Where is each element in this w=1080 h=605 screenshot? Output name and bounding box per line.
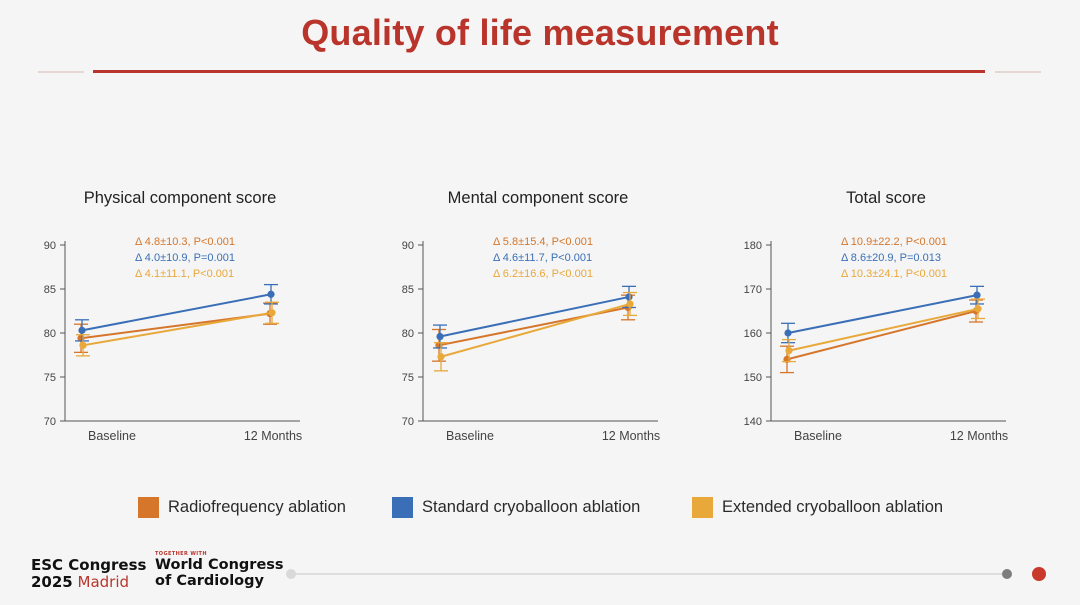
progress-dot — [1002, 569, 1012, 579]
x-tick-label: 12 Months — [244, 429, 302, 443]
y-tick-label: 80 — [402, 328, 414, 340]
data-point — [267, 290, 275, 298]
title-rule — [93, 70, 985, 73]
series-line — [81, 293, 272, 332]
esc-line1: ESC Congress — [31, 556, 147, 574]
chart-physical: Physical component score 70 75 80 85 90 Baseli… — [30, 180, 330, 450]
x-tick-label: Baseline — [88, 429, 136, 443]
legend-swatch-radiofrequency — [138, 497, 159, 518]
esc-year: 2025 — [31, 573, 73, 591]
y-tick-label: 75 — [44, 372, 56, 384]
data-point — [436, 332, 444, 341]
chart-mental: Mental component score 70 75 80 85 90 Baseline… — [388, 180, 688, 450]
y-tick-label: 150 — [744, 372, 762, 384]
y-tick-label: 90 — [44, 240, 56, 252]
series-line — [439, 295, 630, 338]
x-tick-label: Baseline — [446, 429, 494, 443]
legend-item-radiofrequency: Radiofrequency ablation — [138, 497, 346, 518]
x-tick-label: 12 Months — [950, 429, 1008, 443]
chart-title: Mental component score — [448, 189, 629, 207]
title-rule-right — [995, 71, 1041, 73]
data-point — [78, 326, 86, 334]
legend-label: Radiofrequency ablation — [168, 498, 346, 516]
x-tick-label: Baseline — [794, 429, 842, 443]
legend-item-extended-cryo: Extended cryoballoon ablation — [692, 497, 943, 518]
wcc-line2: of Cardiology — [155, 573, 264, 589]
data-point — [626, 300, 634, 308]
series-line — [786, 310, 977, 361]
y-tick-label: 70 — [402, 416, 414, 428]
series-line — [440, 302, 631, 358]
y-tick-label: 140 — [744, 416, 762, 428]
data-point — [973, 291, 981, 299]
data-point — [784, 329, 792, 337]
data-point — [79, 341, 87, 349]
y-tick-label: 80 — [44, 328, 56, 340]
wcc-logo: TOGETHER WITH World Congress of Cardiolo… — [155, 551, 284, 589]
progress-current-dot — [1032, 567, 1046, 581]
delta-annotation: Δ 10.3±24.1, P<0.001 — [841, 268, 947, 280]
series-line — [787, 294, 978, 334]
chart-total-svg: Total score 140 150 160 170 180 Baseline 12 Mon… — [744, 189, 1009, 443]
chart-title: Total score — [846, 189, 926, 207]
wcc-line1: World Congress — [155, 557, 284, 573]
delta-annotation: Δ 4.6±11.7, P<0.001 — [493, 252, 592, 264]
esc-city: Madrid — [77, 573, 130, 591]
slide-progress-track — [291, 573, 1006, 575]
delta-annotation: Δ 4.0±10.9, P=0.001 — [135, 252, 235, 264]
y-tick-label: 85 — [402, 284, 414, 296]
chart-mental-svg: Mental component score 70 75 80 85 90 Baseline… — [402, 189, 660, 443]
chart-physical-svg: Physical component score 70 75 80 85 90 Baseli… — [44, 189, 302, 443]
y-tick-label: 70 — [44, 416, 56, 428]
delta-annotation: Δ 6.2±16.6, P<0.001 — [493, 268, 593, 280]
series-line — [788, 307, 979, 352]
data-point — [974, 305, 982, 313]
legend-item-standard-cryo: Standard cryoballoon ablation — [392, 497, 640, 518]
y-tick-label: 90 — [402, 240, 414, 252]
y-tick-label: 180 — [744, 240, 762, 252]
delta-annotation: Δ 4.1±11.1, P<0.001 — [135, 268, 234, 280]
slide-title: Quality of life measurement — [301, 12, 779, 53]
chart-total: Total score 140 150 160 170 180 Baseline 12 Mon… — [736, 180, 1036, 450]
data-point — [437, 353, 445, 361]
y-tick-label: 75 — [402, 372, 414, 384]
legend-swatch-extended-cryo — [692, 497, 713, 518]
legend: Radiofrequency ablation Standard cryobal… — [0, 497, 1080, 527]
series-line — [82, 311, 273, 347]
delta-annotation: Δ 10.9±22.2, P<0.001 — [841, 236, 947, 248]
title-rule-left — [38, 71, 84, 73]
y-tick-label: 170 — [744, 284, 762, 296]
x-tick-label: 12 Months — [602, 429, 660, 443]
delta-annotation: Δ 8.6±20.9, P=0.013 — [841, 252, 941, 264]
progress-start-dot — [286, 569, 296, 579]
y-tick-label: 85 — [44, 284, 56, 296]
data-point — [268, 309, 276, 317]
data-point — [625, 293, 633, 301]
together-with-label: TOGETHER WITH — [155, 551, 207, 557]
data-point — [785, 347, 793, 355]
legend-label: Standard cryoballoon ablation — [422, 498, 641, 516]
legend-label: Extended cryoballoon ablation — [722, 498, 944, 516]
legend-swatch-standard-cryo — [392, 497, 413, 518]
esc-congress-logo: ESC Congress 2025 Madrid — [31, 557, 146, 591]
y-tick-label: 160 — [744, 328, 762, 340]
delta-annotation: Δ 5.8±15.4, P<0.001 — [493, 236, 593, 248]
chart-title: Physical component score — [84, 189, 277, 207]
delta-annotation: Δ 4.8±10.3, P<0.001 — [135, 236, 235, 248]
